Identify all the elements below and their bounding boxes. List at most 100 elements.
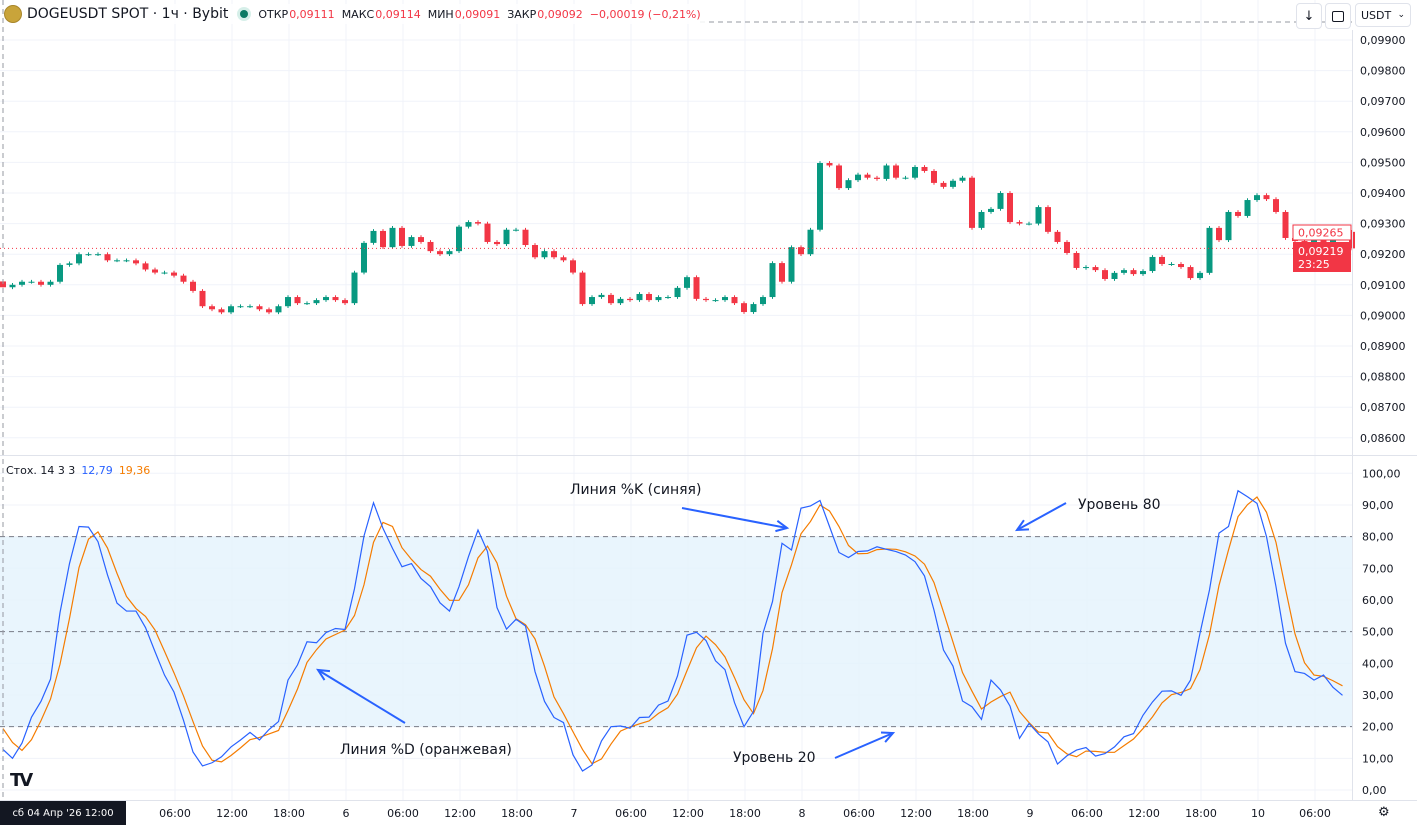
annotation-k-line: Линия %K (синяя) bbox=[570, 482, 702, 498]
stoch-axis-tick: 80,00 bbox=[1362, 531, 1394, 544]
time-axis-label: 12:00 bbox=[1128, 807, 1160, 820]
candle-up bbox=[1225, 211, 1232, 241]
stoch-axis-tick: 100,00 bbox=[1362, 467, 1401, 480]
close-value: 0,09092 bbox=[537, 7, 583, 21]
candle-down bbox=[0, 281, 6, 288]
candle-up bbox=[817, 163, 823, 230]
candle-up bbox=[285, 297, 291, 307]
price-axis-tick: 0,09100 bbox=[1360, 279, 1406, 292]
price-label-outline bbox=[1292, 224, 1352, 241]
candle-down bbox=[399, 227, 405, 246]
candle-down bbox=[1263, 195, 1270, 200]
candle-down bbox=[218, 309, 225, 313]
candle-down bbox=[522, 229, 529, 246]
time-axis-label: 9 bbox=[1027, 807, 1034, 820]
low-value: 0,09091 bbox=[454, 7, 501, 21]
candle-up bbox=[589, 297, 595, 305]
close-label: ЗАКР bbox=[507, 7, 537, 21]
candle-down bbox=[1282, 211, 1289, 238]
candle-up bbox=[28, 281, 35, 283]
settings-gear-icon[interactable]: ⚙ bbox=[1378, 805, 1390, 820]
time-axis-label: 06:00 bbox=[843, 807, 875, 820]
time-axis-label: 18:00 bbox=[1185, 807, 1217, 820]
candle-down bbox=[380, 230, 386, 248]
candle-down bbox=[494, 241, 500, 245]
candle-down bbox=[1235, 211, 1241, 216]
stoch-axis-tick: 90,00 bbox=[1362, 499, 1394, 512]
price-axis-tick: 0,08600 bbox=[1360, 432, 1406, 445]
candle-down bbox=[921, 166, 928, 171]
fullscreen-button[interactable] bbox=[1325, 3, 1351, 29]
candle-down bbox=[199, 290, 206, 307]
time-axis-label: 06:00 bbox=[1071, 807, 1103, 820]
candle-up bbox=[950, 180, 956, 187]
arrow-d-line-icon bbox=[317, 669, 406, 724]
price-axis-tick: 0,09300 bbox=[1360, 218, 1406, 231]
candle-down bbox=[779, 263, 785, 282]
candle-down bbox=[342, 300, 348, 304]
time-axis-label: 7 bbox=[571, 807, 578, 820]
candle-up bbox=[1026, 223, 1032, 225]
candle-down bbox=[703, 298, 709, 301]
stoch-axis-tick: 60,00 bbox=[1362, 594, 1394, 607]
candle-down bbox=[256, 306, 263, 310]
countdown-text: 23:25 bbox=[1298, 258, 1330, 271]
time-axis-label: 12:00 bbox=[444, 807, 476, 820]
stoch-axis-tick: 40,00 bbox=[1362, 657, 1394, 670]
high-value: 0,09114 bbox=[375, 7, 421, 21]
candle-up bbox=[275, 306, 282, 313]
candle-up bbox=[1254, 195, 1260, 201]
candle-down bbox=[475, 222, 481, 224]
symbol-legend: DOGEUSDT SPOT · 1ч · Bybit ОТКР 0,09111 М… bbox=[4, 4, 708, 24]
stoch-name[interactable]: Стох. 14 3 3 bbox=[6, 464, 76, 477]
symbol-title[interactable]: DOGEUSDT SPOT · 1ч · Bybit bbox=[27, 6, 229, 22]
time-axis-label: 18:00 bbox=[729, 807, 761, 820]
candle-up bbox=[855, 174, 861, 181]
annotation-d-line: Линия %D (оранжевая) bbox=[340, 742, 512, 758]
candle-down bbox=[427, 241, 434, 252]
candle-up bbox=[636, 293, 643, 301]
candle-down bbox=[418, 237, 424, 242]
candle-down bbox=[1187, 267, 1194, 279]
candle-up bbox=[228, 306, 234, 313]
stoch-axis-tick: 0,00 bbox=[1362, 784, 1387, 797]
candle-up bbox=[1168, 263, 1175, 265]
candle-up bbox=[408, 237, 415, 246]
candle-down bbox=[741, 303, 747, 313]
candle-up bbox=[503, 229, 510, 245]
price-axis-tick: 0,09400 bbox=[1360, 187, 1406, 200]
currency-value: USDT bbox=[1361, 8, 1392, 22]
price-axis-tick: 0,09600 bbox=[1360, 126, 1406, 139]
candle-down bbox=[1216, 227, 1222, 241]
annotation-level-80: Уровень 80 bbox=[1078, 497, 1161, 513]
candle-up bbox=[1206, 227, 1213, 273]
candle-down bbox=[190, 281, 196, 291]
stoch-axis-tick: 70,00 bbox=[1362, 562, 1394, 575]
candle-down bbox=[826, 163, 833, 166]
candle-up bbox=[465, 222, 472, 227]
candle-up bbox=[1111, 272, 1118, 279]
arrow-k-line-icon bbox=[681, 507, 788, 529]
tradingview-logo[interactable]: TV bbox=[10, 770, 33, 791]
candle-up bbox=[456, 226, 462, 252]
stoch-axis-tick: 30,00 bbox=[1362, 689, 1394, 702]
arrow-level-80-icon-head bbox=[1014, 519, 1030, 532]
candle-up bbox=[769, 263, 776, 298]
candle-down bbox=[693, 277, 700, 299]
arrow-down-icon: ↓ bbox=[1303, 8, 1315, 24]
candle-up bbox=[114, 260, 120, 262]
candle-up bbox=[1197, 272, 1203, 279]
time-axis-label: 06:00 bbox=[387, 807, 419, 820]
candle-up bbox=[370, 230, 377, 243]
candle-down bbox=[532, 245, 538, 258]
currency-select[interactable]: USDT ⌄ bbox=[1355, 3, 1411, 27]
candle-down bbox=[294, 297, 301, 304]
scroll-to-latest-button[interactable]: ↓ bbox=[1296, 3, 1322, 29]
candle-down bbox=[1178, 263, 1184, 268]
candle-up bbox=[237, 306, 244, 308]
candle-down bbox=[133, 260, 139, 264]
time-axis-label: 18:00 bbox=[501, 807, 533, 820]
candle-up bbox=[1244, 200, 1251, 216]
candle-up bbox=[1311, 238, 1317, 245]
